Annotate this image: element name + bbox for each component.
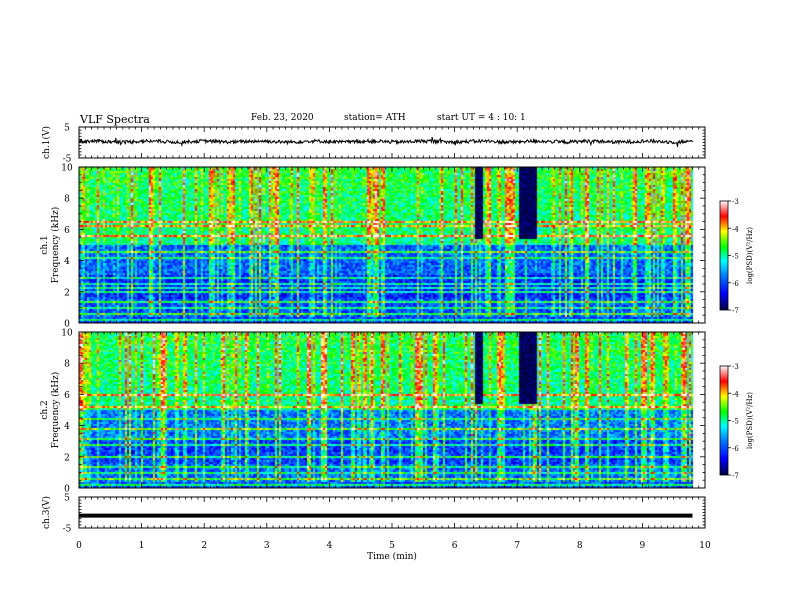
spectrogram-ch1 — [79, 167, 705, 323]
colorbar-tick-label: -6 — [732, 445, 739, 453]
colorbar-label: log(PSD)(V²/Hz) — [746, 392, 754, 449]
axes-frames — [78, 126, 731, 529]
y-axis-label: Frequency (kHz) — [50, 207, 61, 284]
x-tick-label: 9 — [640, 541, 646, 551]
x-tick-label: 4 — [327, 541, 333, 551]
x-tick-label: 7 — [514, 541, 520, 551]
y-tick-label: 0 — [64, 320, 70, 330]
x-tick-label: 8 — [577, 541, 583, 551]
y-tick-label: 5 — [64, 124, 70, 134]
x-axis-label: Time (min) — [367, 551, 417, 562]
y-tick-label: 4 — [64, 257, 70, 267]
colorbar-tick-label: -3 — [732, 363, 739, 371]
y-tick-label: 8 — [64, 195, 70, 205]
spectrogram-images — [79, 167, 705, 488]
y-tick-label: 2 — [64, 288, 70, 298]
colorbar-tick-label: -5 — [732, 418, 739, 426]
colorbar-tick-label: -7 — [732, 307, 739, 315]
y-axis-label: ch.3(V) — [41, 496, 52, 529]
y-tick-label: -5 — [63, 525, 72, 535]
x-tick-label: 1 — [139, 541, 145, 551]
colorbar-tick-label: -5 — [732, 253, 739, 261]
y-tick-label: 10 — [61, 329, 73, 339]
colorbar-tick-label: -4 — [732, 225, 739, 233]
y-tick-label: 5 — [64, 494, 70, 504]
colorbar-tick-label: -4 — [732, 390, 739, 398]
y-tick-label: 0 — [64, 485, 70, 495]
spectrogram-ch2 — [79, 332, 705, 488]
x-tick-label: 2 — [201, 541, 207, 551]
colorbar-tick-label: -3 — [732, 198, 739, 206]
date-label: Feb. 23, 2020 — [251, 113, 314, 123]
y-axis-label: Frequency (kHz) — [50, 372, 61, 449]
colorbar-label: log(PSD)(V²/Hz) — [746, 227, 754, 284]
y-axis-label: ch.1 — [40, 235, 50, 254]
figure-title: VLF Spectra — [80, 113, 150, 126]
start-ut-label: start UT = 4 : 10: 1 — [437, 113, 526, 123]
y-axis-label: ch.2 — [40, 400, 50, 419]
x-tick-label: 6 — [452, 541, 458, 551]
ch1-waveform — [78, 136, 693, 148]
colorbar-ch2 — [719, 365, 729, 476]
colorbar-tick-label: -7 — [732, 472, 739, 480]
y-tick-label: 6 — [64, 391, 70, 401]
y-tick-label: 6 — [64, 226, 70, 236]
x-tick-label: 3 — [264, 541, 270, 551]
y-tick-label: 10 — [61, 164, 73, 174]
waveform-traces — [78, 136, 693, 518]
station-label: station= ATH — [344, 113, 406, 123]
y-tick-label: -5 — [63, 155, 72, 165]
x-tick-label: 0 — [76, 541, 82, 551]
colorbar-ch1 — [719, 200, 729, 311]
colorbar-tick-label: -6 — [732, 280, 739, 288]
x-tick-label: 10 — [699, 541, 711, 551]
y-tick-label: 4 — [64, 422, 70, 432]
y-axis-label: ch.1(V) — [41, 126, 52, 159]
x-tick-label: 5 — [389, 541, 395, 551]
y-tick-label: 2 — [64, 453, 70, 463]
y-tick-label: 8 — [64, 360, 70, 370]
